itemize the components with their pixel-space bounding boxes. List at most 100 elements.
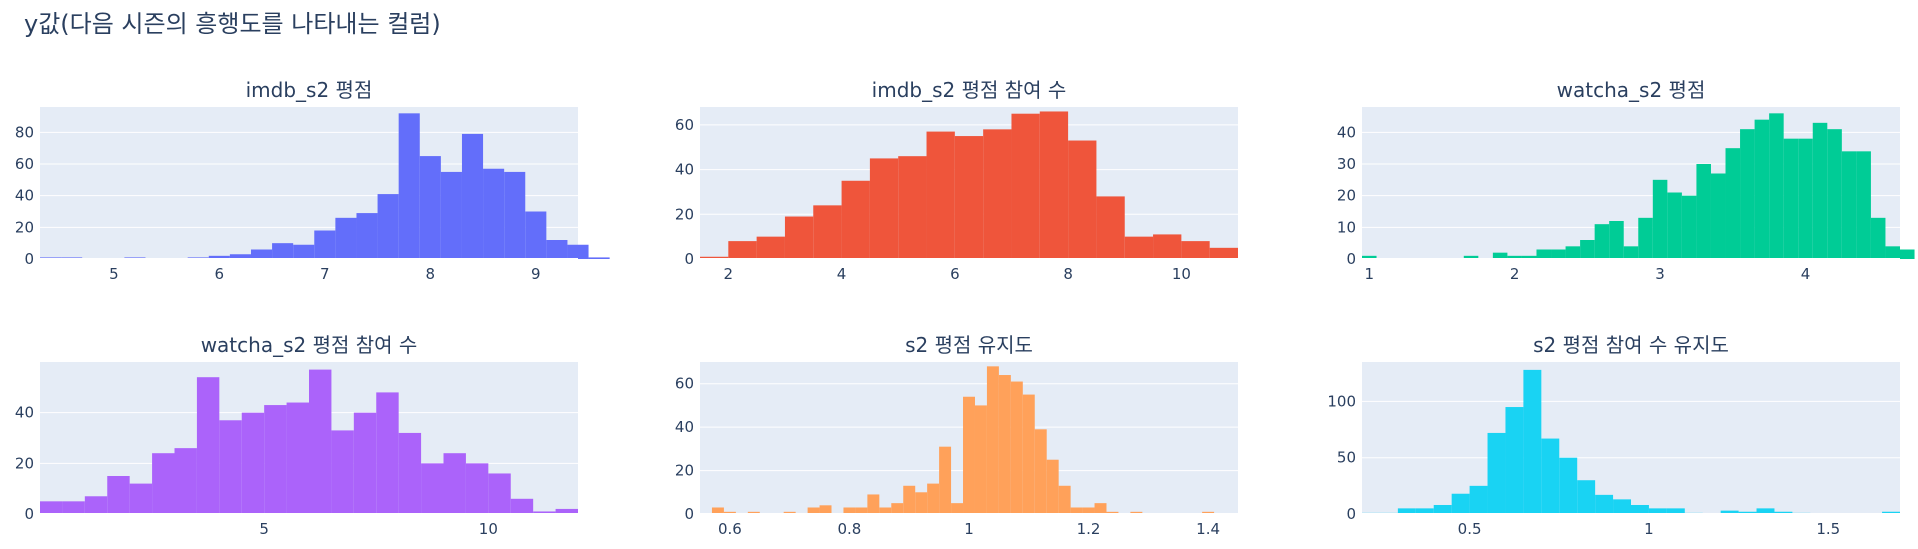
histogram-bar <box>915 492 928 514</box>
y-tick-label: 100 <box>1327 392 1356 410</box>
histogram-bar <box>963 396 975 514</box>
histogram-bar <box>1900 249 1915 259</box>
y-tick-label: 10 <box>1337 218 1356 236</box>
plot-background <box>1362 362 1900 514</box>
histogram-bar <box>819 505 832 514</box>
histogram-bar <box>421 463 444 514</box>
histogram-bar <box>1523 369 1542 514</box>
x-tick-label: 6 <box>950 265 960 283</box>
histogram-bar <box>1856 151 1871 259</box>
histogram-bar <box>951 503 964 514</box>
y-tick-label: 40 <box>675 418 694 436</box>
histogram-bar <box>1827 129 1842 259</box>
x-tick-label: 1.4 <box>1196 520 1220 538</box>
histogram-bar <box>867 494 880 514</box>
histogram-bar <box>1666 508 1685 514</box>
histogram-bar <box>1812 122 1828 259</box>
histogram-bar <box>1756 508 1775 514</box>
histogram-bar <box>272 243 294 259</box>
histogram-bar <box>1841 151 1857 259</box>
histogram-bar <box>1885 246 1900 259</box>
y-tick-label: 50 <box>1337 449 1356 467</box>
histogram-bar <box>1594 224 1610 259</box>
histogram-bar <box>1882 511 1900 514</box>
histogram-bar <box>784 216 814 259</box>
histogram-bar <box>443 453 466 514</box>
histogram-bar <box>62 501 85 514</box>
x-tick-label: 1 <box>1644 520 1654 538</box>
histogram-bar <box>84 496 108 514</box>
histogram-bar <box>926 131 955 259</box>
y-tick-label: 30 <box>1337 155 1356 173</box>
histogram-bar <box>314 230 336 259</box>
x-tick-label: 5 <box>109 265 119 283</box>
panel-imdb-s2-votes: 0 20 40 60 2 4 6 8 10 imdb_s2 평점 참여 수 <box>675 78 1238 283</box>
histogram-bar <box>510 498 534 514</box>
subplot-title: imdb_s2 평점 <box>246 78 373 102</box>
histogram-bar <box>219 420 242 514</box>
histogram-bar <box>1011 113 1040 260</box>
histogram-bar <box>1505 407 1524 514</box>
y-tick-label: 20 <box>675 462 694 480</box>
histogram-bar <box>196 377 220 514</box>
panel-s2-rating-retention: 0 20 40 60 0.6 0.8 1 1.2 1.4 s2 평점 유지도 <box>675 333 1238 538</box>
histogram-bar <box>843 507 856 514</box>
histogram-bar <box>229 254 251 259</box>
histogram-bar <box>1609 221 1624 259</box>
y-tick-label: 0 <box>1346 505 1356 523</box>
histogram-bar <box>250 249 273 259</box>
y-tick-label: 0 <box>24 250 34 268</box>
histogram-bar <box>783 511 796 514</box>
histogram-bar <box>1034 429 1047 514</box>
histogram-bar <box>747 511 760 514</box>
histogram-bar <box>398 113 420 259</box>
histogram-bar <box>483 168 505 259</box>
x-tick-label: 7 <box>320 265 330 283</box>
histogram-bar <box>1415 508 1434 514</box>
histogram-bar <box>983 129 1012 259</box>
histogram-bar <box>974 405 987 514</box>
x-tick-label: 1 <box>1364 265 1374 283</box>
histogram-bar <box>1648 508 1667 514</box>
histogram-bar <box>208 255 230 259</box>
y-tick-label: 40 <box>15 404 34 422</box>
histogram-bar <box>588 257 610 259</box>
x-tick-label: 0.8 <box>838 520 862 538</box>
histogram-bar <box>891 503 904 514</box>
subplot-title: s2 평점 참여 수 유지도 <box>1533 333 1729 357</box>
histogram-bar <box>1798 138 1813 259</box>
histogram-bar <box>377 194 399 259</box>
histogram-bar <box>525 211 547 259</box>
histogram-bar <box>723 511 736 514</box>
histogram-bar <box>1652 179 1668 259</box>
y-tick-label: 60 <box>15 155 34 173</box>
histogram-bar <box>1551 249 1566 259</box>
histogram-bar <box>533 511 556 514</box>
histogram-bar <box>335 217 357 259</box>
histogram-bar <box>1022 394 1035 514</box>
histogram-bar <box>807 507 820 514</box>
subplot-title: imdb_s2 평점 참여 수 <box>872 78 1067 102</box>
y-tick-label: 20 <box>1337 187 1356 205</box>
histogram-bar <box>756 236 785 259</box>
histogram-bar <box>1181 241 1210 259</box>
histogram-bar <box>954 136 984 259</box>
histogram-bar <box>728 241 757 259</box>
histogram-bar <box>504 171 526 259</box>
histogram-bar <box>1580 240 1595 259</box>
histogram-bar <box>841 180 870 259</box>
histogram-bar <box>1507 255 1522 259</box>
histogram-bar <box>356 213 378 259</box>
histogram-bar <box>129 483 153 514</box>
histogram-bar <box>174 448 197 514</box>
subplot-title: watcha_s2 평점 <box>1557 78 1706 102</box>
histogram-bar <box>152 453 175 514</box>
y-tick-label: 40 <box>1337 123 1356 141</box>
histogram-bar <box>1010 381 1023 514</box>
histogram-bar <box>1710 173 1726 259</box>
histogram-bar <box>813 205 842 259</box>
histogram-bar <box>1565 246 1581 259</box>
y-tick-label: 20 <box>15 218 34 236</box>
histogram-bar <box>567 244 589 259</box>
x-tick-label: 9 <box>531 265 541 283</box>
